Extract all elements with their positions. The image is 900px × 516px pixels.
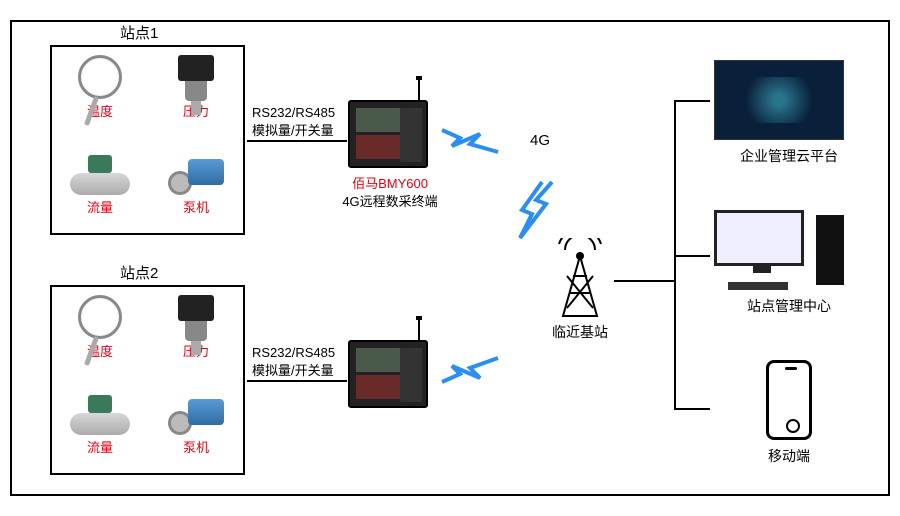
rtu-body — [348, 100, 428, 168]
station1-temperature: 温度 — [60, 55, 140, 120]
endpoint-cloud: 企业管理云平台 — [714, 60, 864, 166]
dashboard-icon — [714, 60, 844, 140]
link-cloud — [674, 100, 710, 102]
endpoint-label: 移动端 — [714, 446, 864, 466]
link-pc — [674, 255, 710, 257]
station1-box: 温度 压力 流量 泵机 — [50, 45, 245, 235]
endpoint-pc: 站点管理中心 — [714, 210, 864, 316]
sensor-label: 温度 — [60, 341, 140, 360]
rtu-caption: 佰马BMY600 4G远程数采终端 — [330, 175, 450, 211]
gauge-icon — [78, 295, 122, 339]
station2-title: 站点2 — [120, 262, 158, 283]
antenna-icon — [418, 320, 420, 340]
base-station-label: 临近基站 — [540, 323, 620, 343]
protocol: RS232/RS485 — [252, 104, 335, 122]
station1-title: 站点1 — [120, 22, 158, 43]
rtu-body — [348, 340, 428, 408]
rtu-desc: 4G远程数采终端 — [330, 193, 450, 211]
station2-flow: 流量 — [60, 395, 140, 456]
signal-types: 模拟量/开关量 — [252, 122, 335, 140]
protocol: RS232/RS485 — [252, 344, 335, 362]
endpoint-mobile: 移动端 — [714, 360, 864, 466]
link-tower-bracket — [614, 280, 674, 282]
tower-icon — [545, 238, 615, 318]
station1-flow: 流量 — [60, 155, 140, 216]
sensor-label: 泵机 — [156, 437, 236, 456]
antenna-icon — [418, 80, 420, 100]
conn-label-2: RS232/RS485 模拟量/开关量 — [252, 344, 335, 380]
link-mobile — [674, 408, 710, 410]
station2-pump: 泵机 — [156, 395, 236, 456]
station1-pump: 泵机 — [156, 155, 236, 216]
flowmeter-icon — [70, 395, 130, 435]
rtu-2 — [348, 340, 428, 408]
base-station: 临近基站 — [540, 238, 620, 343]
rtu-model: 佰马BMY600 — [330, 175, 450, 193]
station2-temperature: 温度 — [60, 295, 140, 360]
pressure-icon — [178, 295, 214, 339]
endpoint-label: 企业管理云平台 — [714, 146, 864, 166]
station1-pressure: 压力 — [156, 55, 236, 120]
sensor-label: 泵机 — [156, 197, 236, 216]
lightning-icon — [512, 180, 562, 240]
wireless-label: 4G — [530, 130, 550, 151]
sensor-label: 流量 — [60, 437, 140, 456]
conn-label-1: RS232/RS485 模拟量/开关量 — [252, 104, 335, 140]
lightning-icon — [440, 350, 500, 390]
signal-types: 模拟量/开关量 — [252, 362, 335, 380]
flowmeter-icon — [70, 155, 130, 195]
pump-icon — [168, 155, 224, 195]
station2-pressure: 压力 — [156, 295, 236, 360]
desktop-pc-icon — [714, 210, 844, 290]
pressure-icon — [178, 55, 214, 99]
pump-icon — [168, 395, 224, 435]
station2-box: 温度 压力 流量 泵机 — [50, 285, 245, 475]
sensor-label: 流量 — [60, 197, 140, 216]
lightning-icon — [440, 120, 500, 160]
rtu-1 — [348, 100, 428, 168]
gauge-icon — [78, 55, 122, 99]
sensor-label: 温度 — [60, 101, 140, 120]
smartphone-icon — [766, 360, 812, 440]
endpoint-label: 站点管理中心 — [714, 296, 864, 316]
